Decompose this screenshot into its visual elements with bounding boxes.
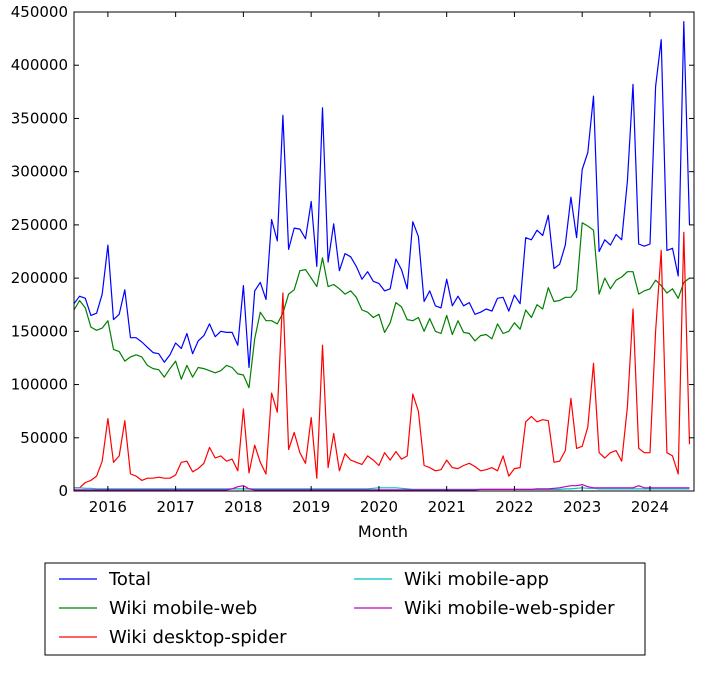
series-line-wiki-mobile-web [74,222,690,389]
legend-label: Wiki mobile-web-spider [404,598,615,619]
x-tick-label: 2021 [428,498,466,516]
series-line-wiki-mobile-app [74,487,690,490]
x-tick-label: 2016 [89,498,127,516]
x-tick-label: 2024 [631,498,669,516]
plot-area [73,11,695,492]
legend-frame [44,562,646,656]
y-tick-label: 50000 [20,429,68,447]
x-tick-label: 2017 [157,498,195,516]
legend-label: Wiki desktop-spider [109,627,287,648]
y-tick-label: 350000 [11,109,68,127]
legend-item: Wiki desktop-spider [59,627,287,648]
series-line-wiki-mobile-web-spider [74,484,690,491]
x-tick-label: 2023 [563,498,601,516]
legend-label: Total [108,569,151,590]
x-tick-label: 2019 [292,498,330,516]
legend-label: Wiki mobile-web [109,598,257,619]
legend-item: Wiki mobile-web [59,598,257,619]
legend: Total Wiki mobile-web Wiki desktop-spider W… [44,562,646,656]
series-line-total [74,21,691,369]
x-axis: 2016 2017 2018 2019 2020 2021 2022 2023 2024 [89,12,669,516]
x-tick-label: 2018 [224,498,262,516]
y-tick-label: 150000 [11,322,68,340]
y-tick-label: 400000 [11,56,68,74]
plot-frame [73,11,695,492]
y-tick-label: 0 [58,482,68,500]
legend-label: Wiki mobile-app [404,569,549,590]
series-line-wiki-desktop-spider [74,231,691,489]
y-tick-label: 450000 [11,3,68,21]
x-tick-label: 2020 [360,498,398,516]
x-tick-label: 2022 [495,498,533,516]
y-axis: 0 50000 100000 150000 200000 250000 300000 3500… [11,3,694,500]
legend-item: Wiki mobile-web-spider [354,598,615,619]
y-tick-label: 250000 [11,216,68,234]
y-tick-label: 300000 [11,163,68,181]
y-tick-label: 200000 [11,269,68,287]
x-axis-label: Month [358,522,408,541]
series-lines [74,21,691,491]
legend-item: Total [59,569,151,590]
y-tick-label: 100000 [11,376,68,394]
legend-item: Wiki mobile-app [354,569,549,590]
